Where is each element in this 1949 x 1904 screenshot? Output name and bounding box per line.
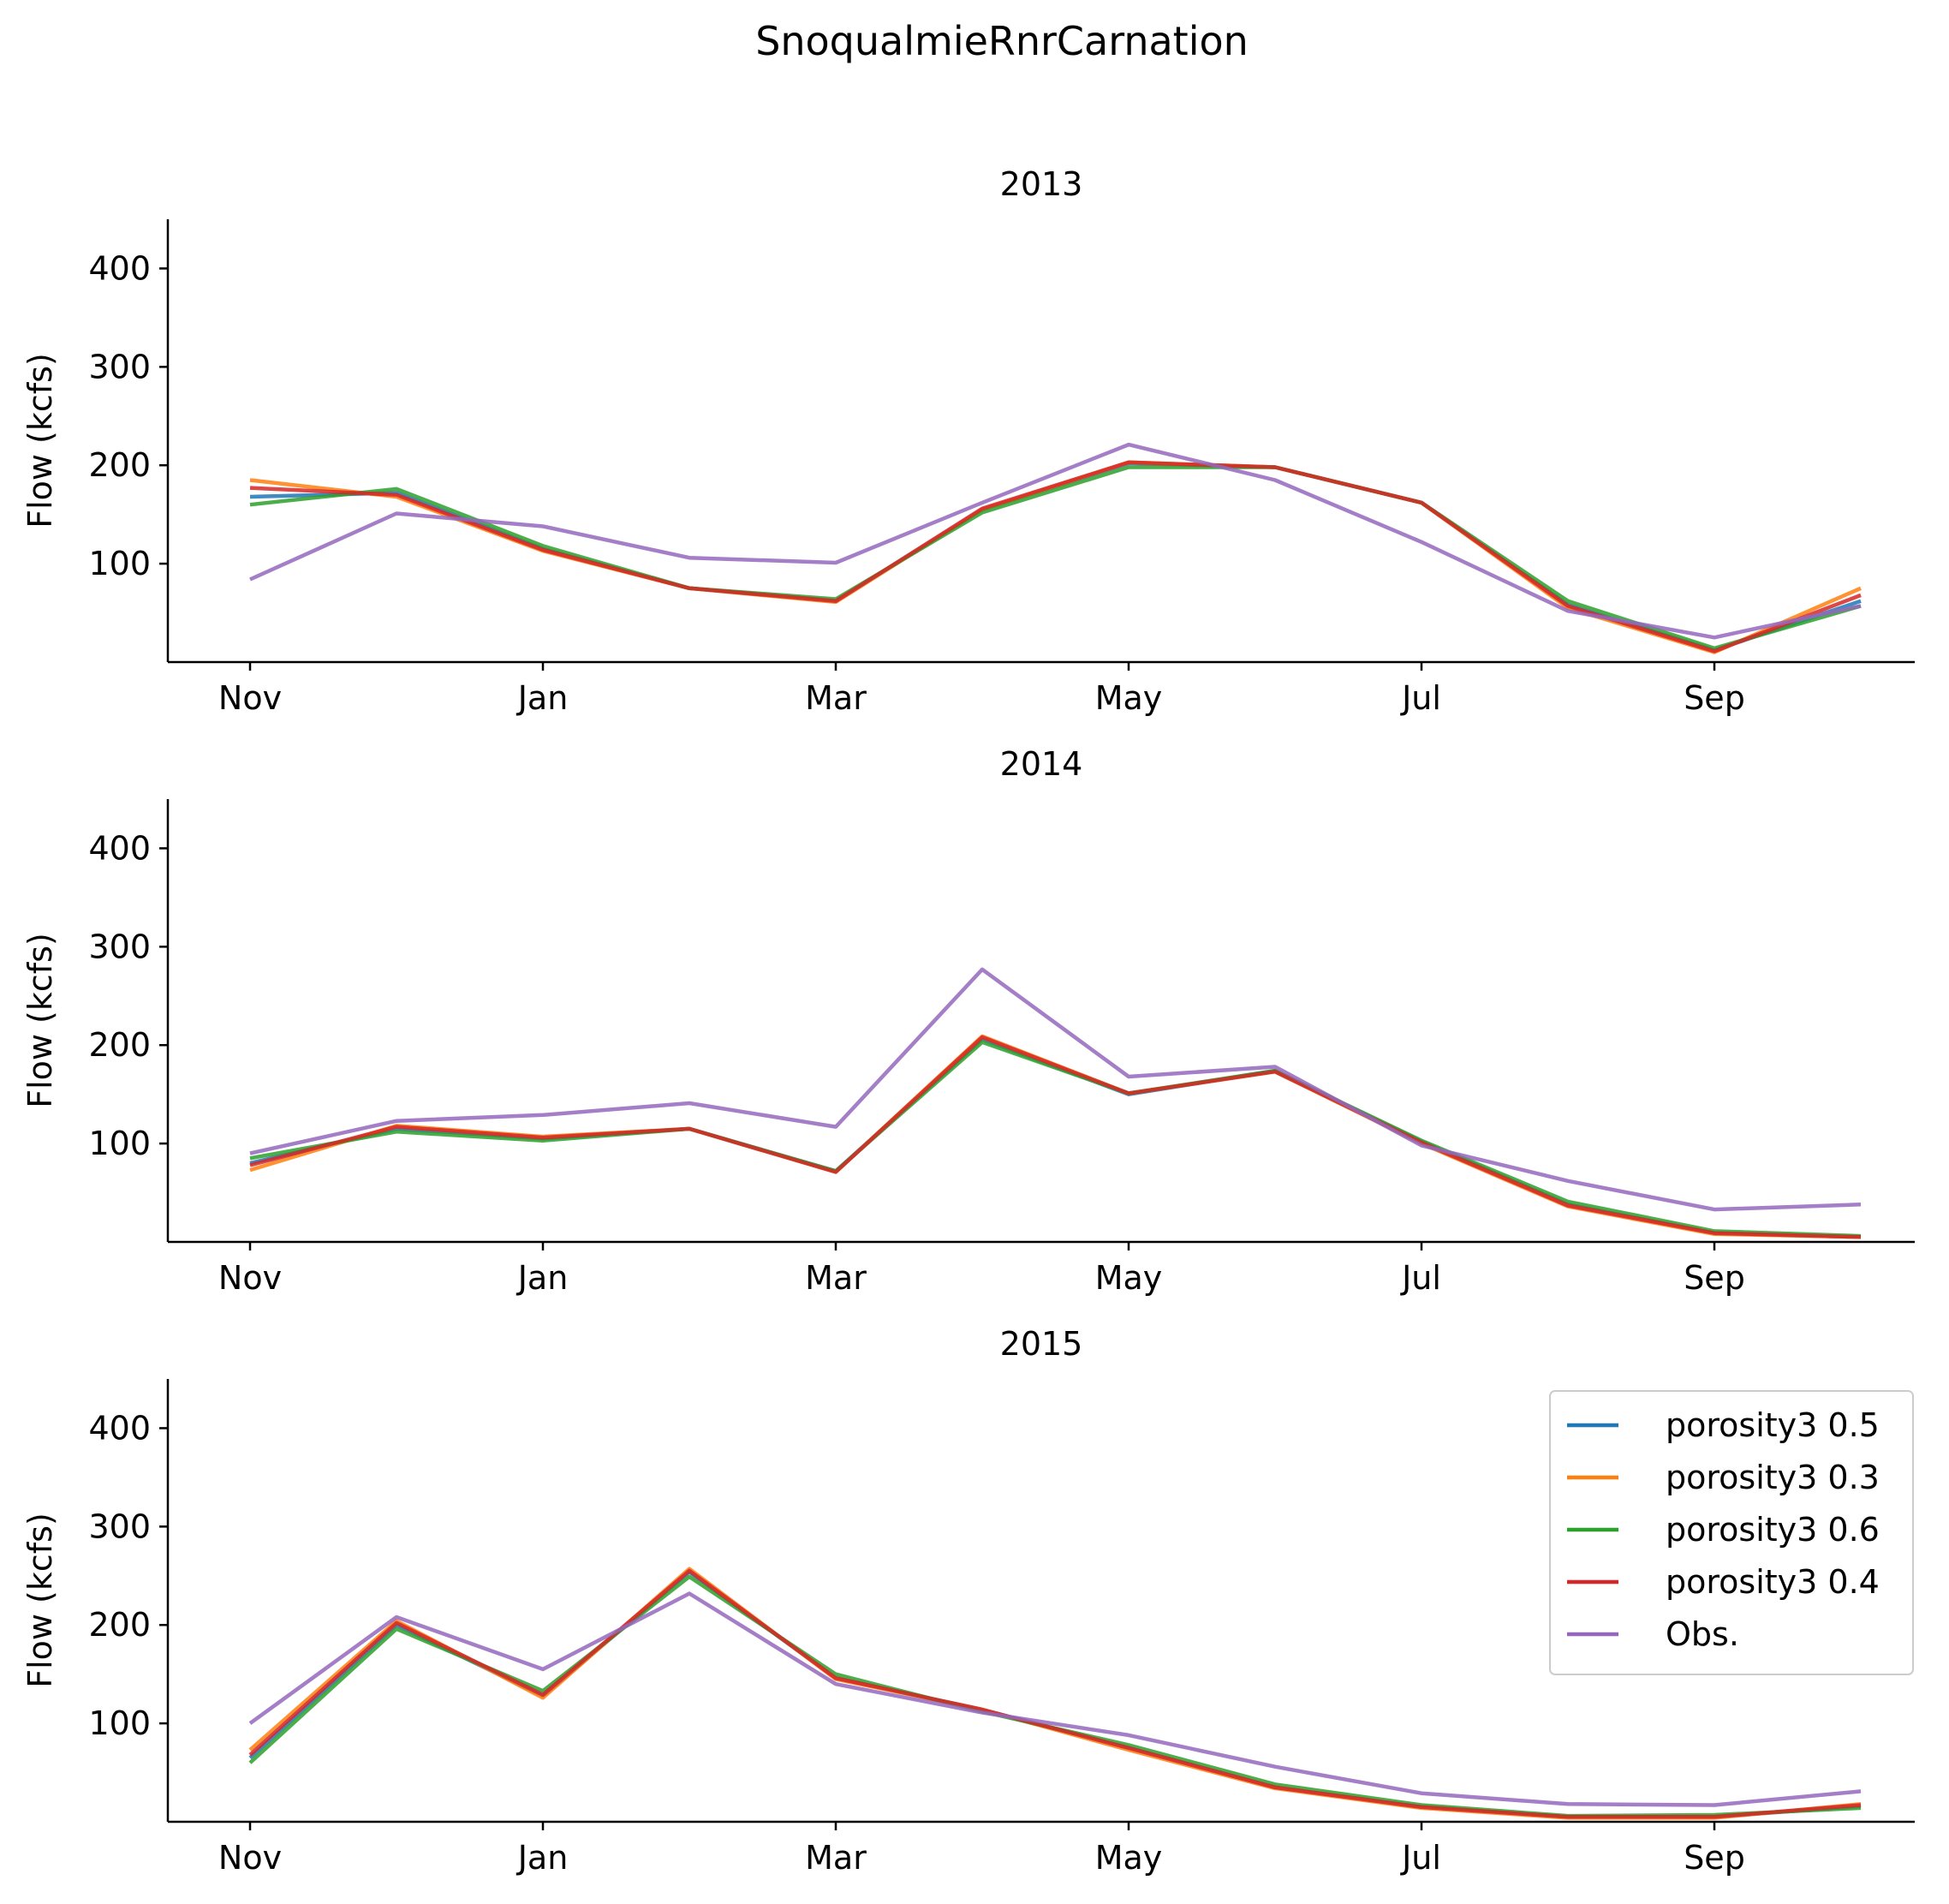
legend-label: Obs. bbox=[1666, 1615, 1739, 1653]
y-axis-label: Flow (kcfs) bbox=[21, 933, 59, 1108]
y-axis-label: Flow (kcfs) bbox=[21, 1513, 59, 1688]
panel-title: 2014 bbox=[1000, 745, 1083, 783]
x-tick-label: Jul bbox=[1400, 1259, 1441, 1297]
y-tick-label: 400 bbox=[88, 1409, 151, 1447]
x-tick-label: Jan bbox=[516, 679, 569, 717]
series-line-obs bbox=[248, 1591, 1862, 1807]
series-line-porosity3-0-6 bbox=[249, 1040, 1862, 1238]
chart-suptitle: SnoqualmieRnrCarnation bbox=[755, 18, 1249, 64]
legend-label: porosity3 0.5 bbox=[1666, 1406, 1880, 1444]
y-tick-label: 100 bbox=[88, 545, 151, 582]
panel-title: 2013 bbox=[1000, 165, 1083, 203]
x-tick-label: Jul bbox=[1400, 1839, 1441, 1877]
x-tick-label: Jul bbox=[1400, 679, 1441, 717]
series-line-porosity3-0-4 bbox=[248, 1568, 1862, 1819]
x-tick-label: May bbox=[1095, 1839, 1163, 1877]
series-line-obs bbox=[249, 442, 1862, 640]
x-tick-label: Jan bbox=[516, 1839, 569, 1877]
y-tick-label: 400 bbox=[88, 249, 151, 287]
y-tick-label: 400 bbox=[88, 829, 151, 867]
y-tick-label: 200 bbox=[88, 1606, 151, 1644]
x-tick-label: Nov bbox=[218, 679, 282, 717]
legend-label: porosity3 0.4 bbox=[1666, 1563, 1880, 1601]
series-line-obs bbox=[249, 967, 1862, 1212]
x-tick-label: Sep bbox=[1684, 679, 1745, 717]
series-line-porosity3-0-4 bbox=[249, 1035, 1862, 1239]
y-tick-label: 100 bbox=[88, 1704, 151, 1742]
x-tick-label: Mar bbox=[805, 1259, 867, 1297]
legend-frame bbox=[1549, 1390, 1914, 1675]
y-axis-label: Flow (kcfs) bbox=[21, 353, 59, 528]
series-line-porosity3-0-6 bbox=[249, 465, 1862, 651]
chart-panel-2015: 2015 100 200 300 400 Nov Jan Mar May Jul Sep Flow (… bbox=[21, 1325, 1915, 1877]
legend-label: porosity3 0.6 bbox=[1666, 1511, 1880, 1549]
x-tick-label: Nov bbox=[218, 1839, 282, 1877]
x-tick-label: Sep bbox=[1684, 1839, 1745, 1877]
x-tick-label: May bbox=[1095, 1259, 1163, 1297]
chart-panel-2013: 2013 100 200 300 400 Nov Jan Mar May Jul Sep Flow (… bbox=[21, 165, 1915, 717]
y-tick-label: 300 bbox=[88, 928, 151, 965]
x-tick-label: Mar bbox=[805, 679, 867, 717]
x-tick-label: May bbox=[1095, 679, 1163, 717]
chart-panel-2014: 2014 100 200 300 400 Nov Jan Mar May Jul Sep Flow (… bbox=[21, 745, 1915, 1297]
x-tick-label: Sep bbox=[1684, 1259, 1745, 1297]
x-tick-label: Mar bbox=[805, 1839, 867, 1877]
y-tick-label: 200 bbox=[88, 1026, 151, 1064]
x-tick-label: Nov bbox=[218, 1259, 282, 1297]
y-tick-label: 300 bbox=[88, 1507, 151, 1545]
panel-title: 2015 bbox=[1000, 1325, 1083, 1363]
legend-label: porosity3 0.3 bbox=[1666, 1459, 1880, 1496]
y-tick-label: 200 bbox=[88, 446, 151, 484]
y-tick-label: 100 bbox=[88, 1125, 151, 1162]
x-tick-label: Jan bbox=[516, 1259, 569, 1297]
chart-legend: porosity3 0.5 porosity3 0.3 porosity3 0.6 p… bbox=[1549, 1390, 1914, 1675]
y-tick-label: 300 bbox=[88, 348, 151, 385]
